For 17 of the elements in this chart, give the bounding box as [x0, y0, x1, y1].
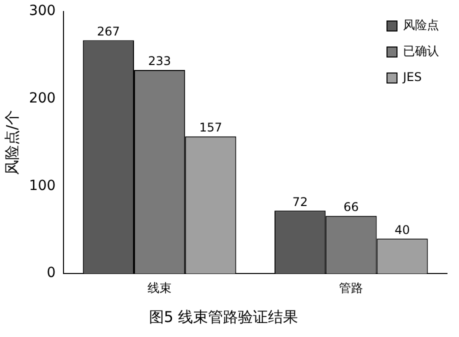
data-label: 157: [199, 120, 222, 135]
y-tick-label: 100: [28, 178, 56, 194]
data-label: 267: [96, 24, 120, 38]
x-tick-label: 管路: [339, 280, 364, 295]
y-tick-label: 300: [28, 3, 56, 20]
x-tick-label: 线束: [148, 280, 172, 295]
text: 图5 线束管路验证结果: [148, 308, 298, 326]
y-axis-title: 风险点/个: [2, 110, 21, 176]
y-tick-label: 0: [46, 265, 56, 282]
data-label: 233: [148, 54, 171, 68]
data-label: 66: [344, 200, 359, 214]
y-tick-label: 200: [28, 90, 56, 106]
legend-label: 已确认: [403, 44, 439, 58]
data-label: 40: [394, 222, 410, 237]
legend-label: 风险点: [403, 18, 439, 32]
data-label: 72: [292, 194, 308, 209]
legend-label: JES: [402, 70, 422, 84]
